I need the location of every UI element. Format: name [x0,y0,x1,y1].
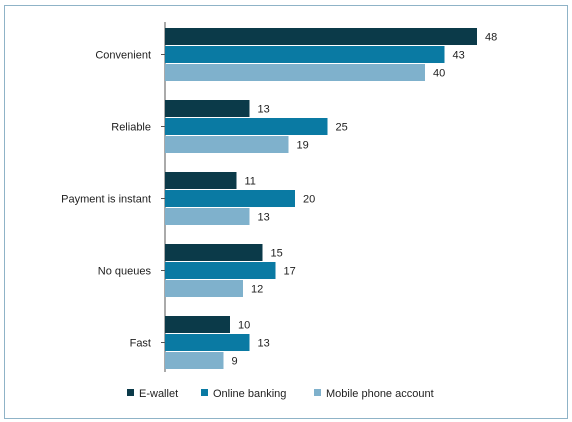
bar [165,46,445,63]
bar [165,118,328,135]
data-label: 9 [232,356,238,368]
category-label: Convenient [95,50,151,62]
data-label: 40 [433,68,445,80]
bar [165,28,477,45]
data-label: 15 [271,248,283,260]
bar [165,64,425,81]
bar [165,262,276,279]
bar [165,100,250,117]
data-label: 19 [297,140,309,152]
category-label: No queues [98,266,152,278]
data-label: 11 [245,176,256,188]
legend-swatch [314,389,321,396]
category-label: Fast [130,338,151,350]
data-label: 20 [303,194,315,206]
data-label: 17 [284,266,296,278]
data-label: 12 [251,284,263,296]
data-label: 48 [485,32,497,44]
bar [165,316,230,333]
data-label: 25 [336,122,348,134]
legend-swatch [201,389,208,396]
data-label: 13 [258,104,270,116]
bar [165,280,243,297]
bar [165,172,237,189]
data-label: 13 [258,338,270,350]
bar [165,244,263,261]
bar [165,190,295,207]
data-label: 13 [258,212,270,224]
legend-label: Mobile phone account [326,388,434,400]
bar [165,136,289,153]
category-label: Reliable [111,122,151,134]
bar [165,334,250,351]
legend-swatch [127,389,134,396]
legend-label: Online banking [213,388,286,400]
bar [165,352,224,369]
data-label: 43 [453,50,465,62]
data-label: 10 [238,320,250,332]
category-label: Payment is instant [61,194,151,206]
bar [165,208,250,225]
legend-label: E-wallet [139,388,178,400]
